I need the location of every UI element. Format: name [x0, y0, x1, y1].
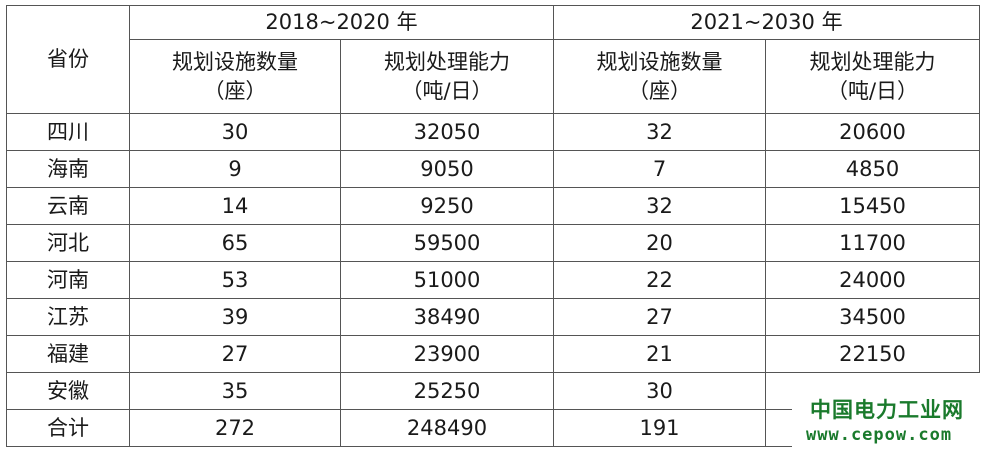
col-header-label: 规划处理能力 [384, 49, 510, 74]
capacity-2018-2020-cell: 38490 [340, 298, 554, 336]
capacity-2021-2030-cell: 15450 [765, 187, 980, 225]
facilities-2018-2020-cell: 30 [129, 113, 341, 151]
watermark-site-name: 中国电力工业网 [810, 398, 964, 422]
capacity-2021-2030-cell: 20600 [765, 113, 980, 151]
col-header-capacity-1: 规划处理能力 （吨/日） [340, 39, 554, 114]
facilities-2018-2020-cell: 9 [129, 150, 341, 188]
province-cell: 安徽 [6, 372, 130, 410]
col-header-facilities-2: 规划设施数量 （座） [553, 39, 766, 114]
facilities-2021-2030-cell: 21 [553, 335, 766, 373]
table-row: 四川 30 32050 32 20600 [6, 113, 980, 151]
period-header-2018-2020: 2018~2020 年 [129, 5, 554, 40]
table-row: 海南 9 9050 7 4850 [6, 150, 980, 188]
facilities-2021-2030-cell: 22 [553, 261, 766, 299]
facilities-2021-2030-cell: 20 [553, 224, 766, 262]
capacity-2018-2020-cell: 59500 [340, 224, 554, 262]
table-row: 云南 14 9250 32 15450 [6, 187, 980, 225]
facilities-2021-2030-cell: 32 [553, 113, 766, 151]
table-row: 河南 53 51000 22 24000 [6, 261, 980, 299]
col-header-unit: （座） [628, 78, 691, 103]
facilities-2021-2030-cell: 30 [553, 372, 766, 410]
capacity-2018-2020-cell: 25250 [340, 372, 554, 410]
capacity-2021-2030-cell: 24000 [765, 261, 980, 299]
facilities-2021-2030-cell: 27 [553, 298, 766, 336]
facilities-2018-2020-cell: 27 [129, 335, 341, 373]
facilities-2018-2020-cell: 14 [129, 187, 341, 225]
col-header-facilities-1: 规划设施数量 （座） [129, 39, 341, 114]
col-header-unit: （吨/日） [826, 78, 919, 103]
capacity-2018-2020-cell: 9050 [340, 150, 554, 188]
header-row-columns: 规划设施数量 （座） 规划处理能力 （吨/日） 规划设施数量 （座） 规划处理能… [7, 39, 980, 114]
table-row: 福建 27 23900 21 22150 [6, 335, 980, 373]
facilities-2018-2020-cell: 53 [129, 261, 341, 299]
facilities-2018-2020-cell: 272 [129, 409, 341, 447]
province-cell: 四川 [6, 113, 130, 151]
period-header-2021-2030: 2021~2030 年 [553, 5, 980, 40]
province-cell: 云南 [6, 187, 130, 225]
capacity-2021-2030-cell: 11700 [765, 224, 980, 262]
province-cell: 合计 [6, 409, 130, 447]
header-row-period: 省份 2018~2020 年 2021~2030 年 [6, 5, 980, 114]
capacity-2018-2020-cell: 32050 [340, 113, 554, 151]
col-header-label: 规划设施数量 [596, 49, 723, 74]
capacity-2021-2030-cell: 34500 [765, 298, 980, 336]
facilities-2018-2020-cell: 65 [129, 224, 341, 262]
province-cell: 海南 [6, 150, 130, 188]
watermark-site-url: www.cepow.com [806, 425, 953, 445]
capacity-2018-2020-cell: 248490 [340, 409, 554, 447]
capacity-2021-2030-cell: 22150 [765, 335, 980, 373]
province-cell: 福建 [6, 335, 130, 373]
facilities-2018-2020-cell: 35 [129, 372, 341, 410]
province-cell: 河北 [6, 224, 130, 262]
facilities-2021-2030-cell: 32 [553, 187, 766, 225]
facilities-2021-2030-cell: 7 [553, 150, 766, 188]
table-row: 河北 65 59500 20 11700 [6, 224, 980, 262]
col-header-unit: （吨/日） [401, 78, 493, 103]
facilities-2018-2020-cell: 39 [129, 298, 341, 336]
col-header-label: 规划处理能力 [809, 49, 936, 74]
col-header-capacity-2: 规划处理能力 （吨/日） [765, 39, 980, 114]
capacity-2021-2030-cell: 4850 [765, 150, 980, 188]
capacity-2018-2020-cell: 9250 [340, 187, 554, 225]
table-row: 江苏 39 38490 27 34500 [6, 298, 980, 336]
province-cell: 江苏 [6, 298, 130, 336]
col-header-unit: （座） [203, 78, 267, 103]
col-header-label: 规划设施数量 [172, 49, 298, 74]
province-cell: 河南 [6, 261, 130, 299]
capacity-2018-2020-cell: 51000 [340, 261, 554, 299]
capacity-2018-2020-cell: 23900 [340, 335, 554, 373]
facilities-2021-2030-cell: 191 [553, 409, 766, 447]
watermark-cover [792, 373, 990, 461]
province-header: 省份 [6, 5, 130, 114]
